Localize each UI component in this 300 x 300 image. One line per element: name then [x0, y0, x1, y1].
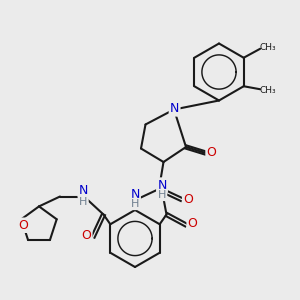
- Text: O: O: [207, 146, 216, 160]
- Text: N: N: [157, 178, 167, 192]
- Text: H: H: [131, 199, 139, 209]
- Text: O: O: [188, 217, 197, 230]
- Text: N: N: [79, 184, 88, 197]
- Text: N: N: [170, 102, 179, 116]
- Text: O: O: [18, 219, 28, 232]
- Text: O: O: [82, 229, 91, 242]
- Text: N: N: [130, 188, 140, 202]
- Text: CH₃: CH₃: [260, 86, 276, 95]
- Text: H: H: [158, 190, 166, 200]
- Text: H: H: [79, 197, 88, 207]
- Text: CH₃: CH₃: [260, 43, 276, 52]
- Text: O: O: [183, 193, 193, 206]
